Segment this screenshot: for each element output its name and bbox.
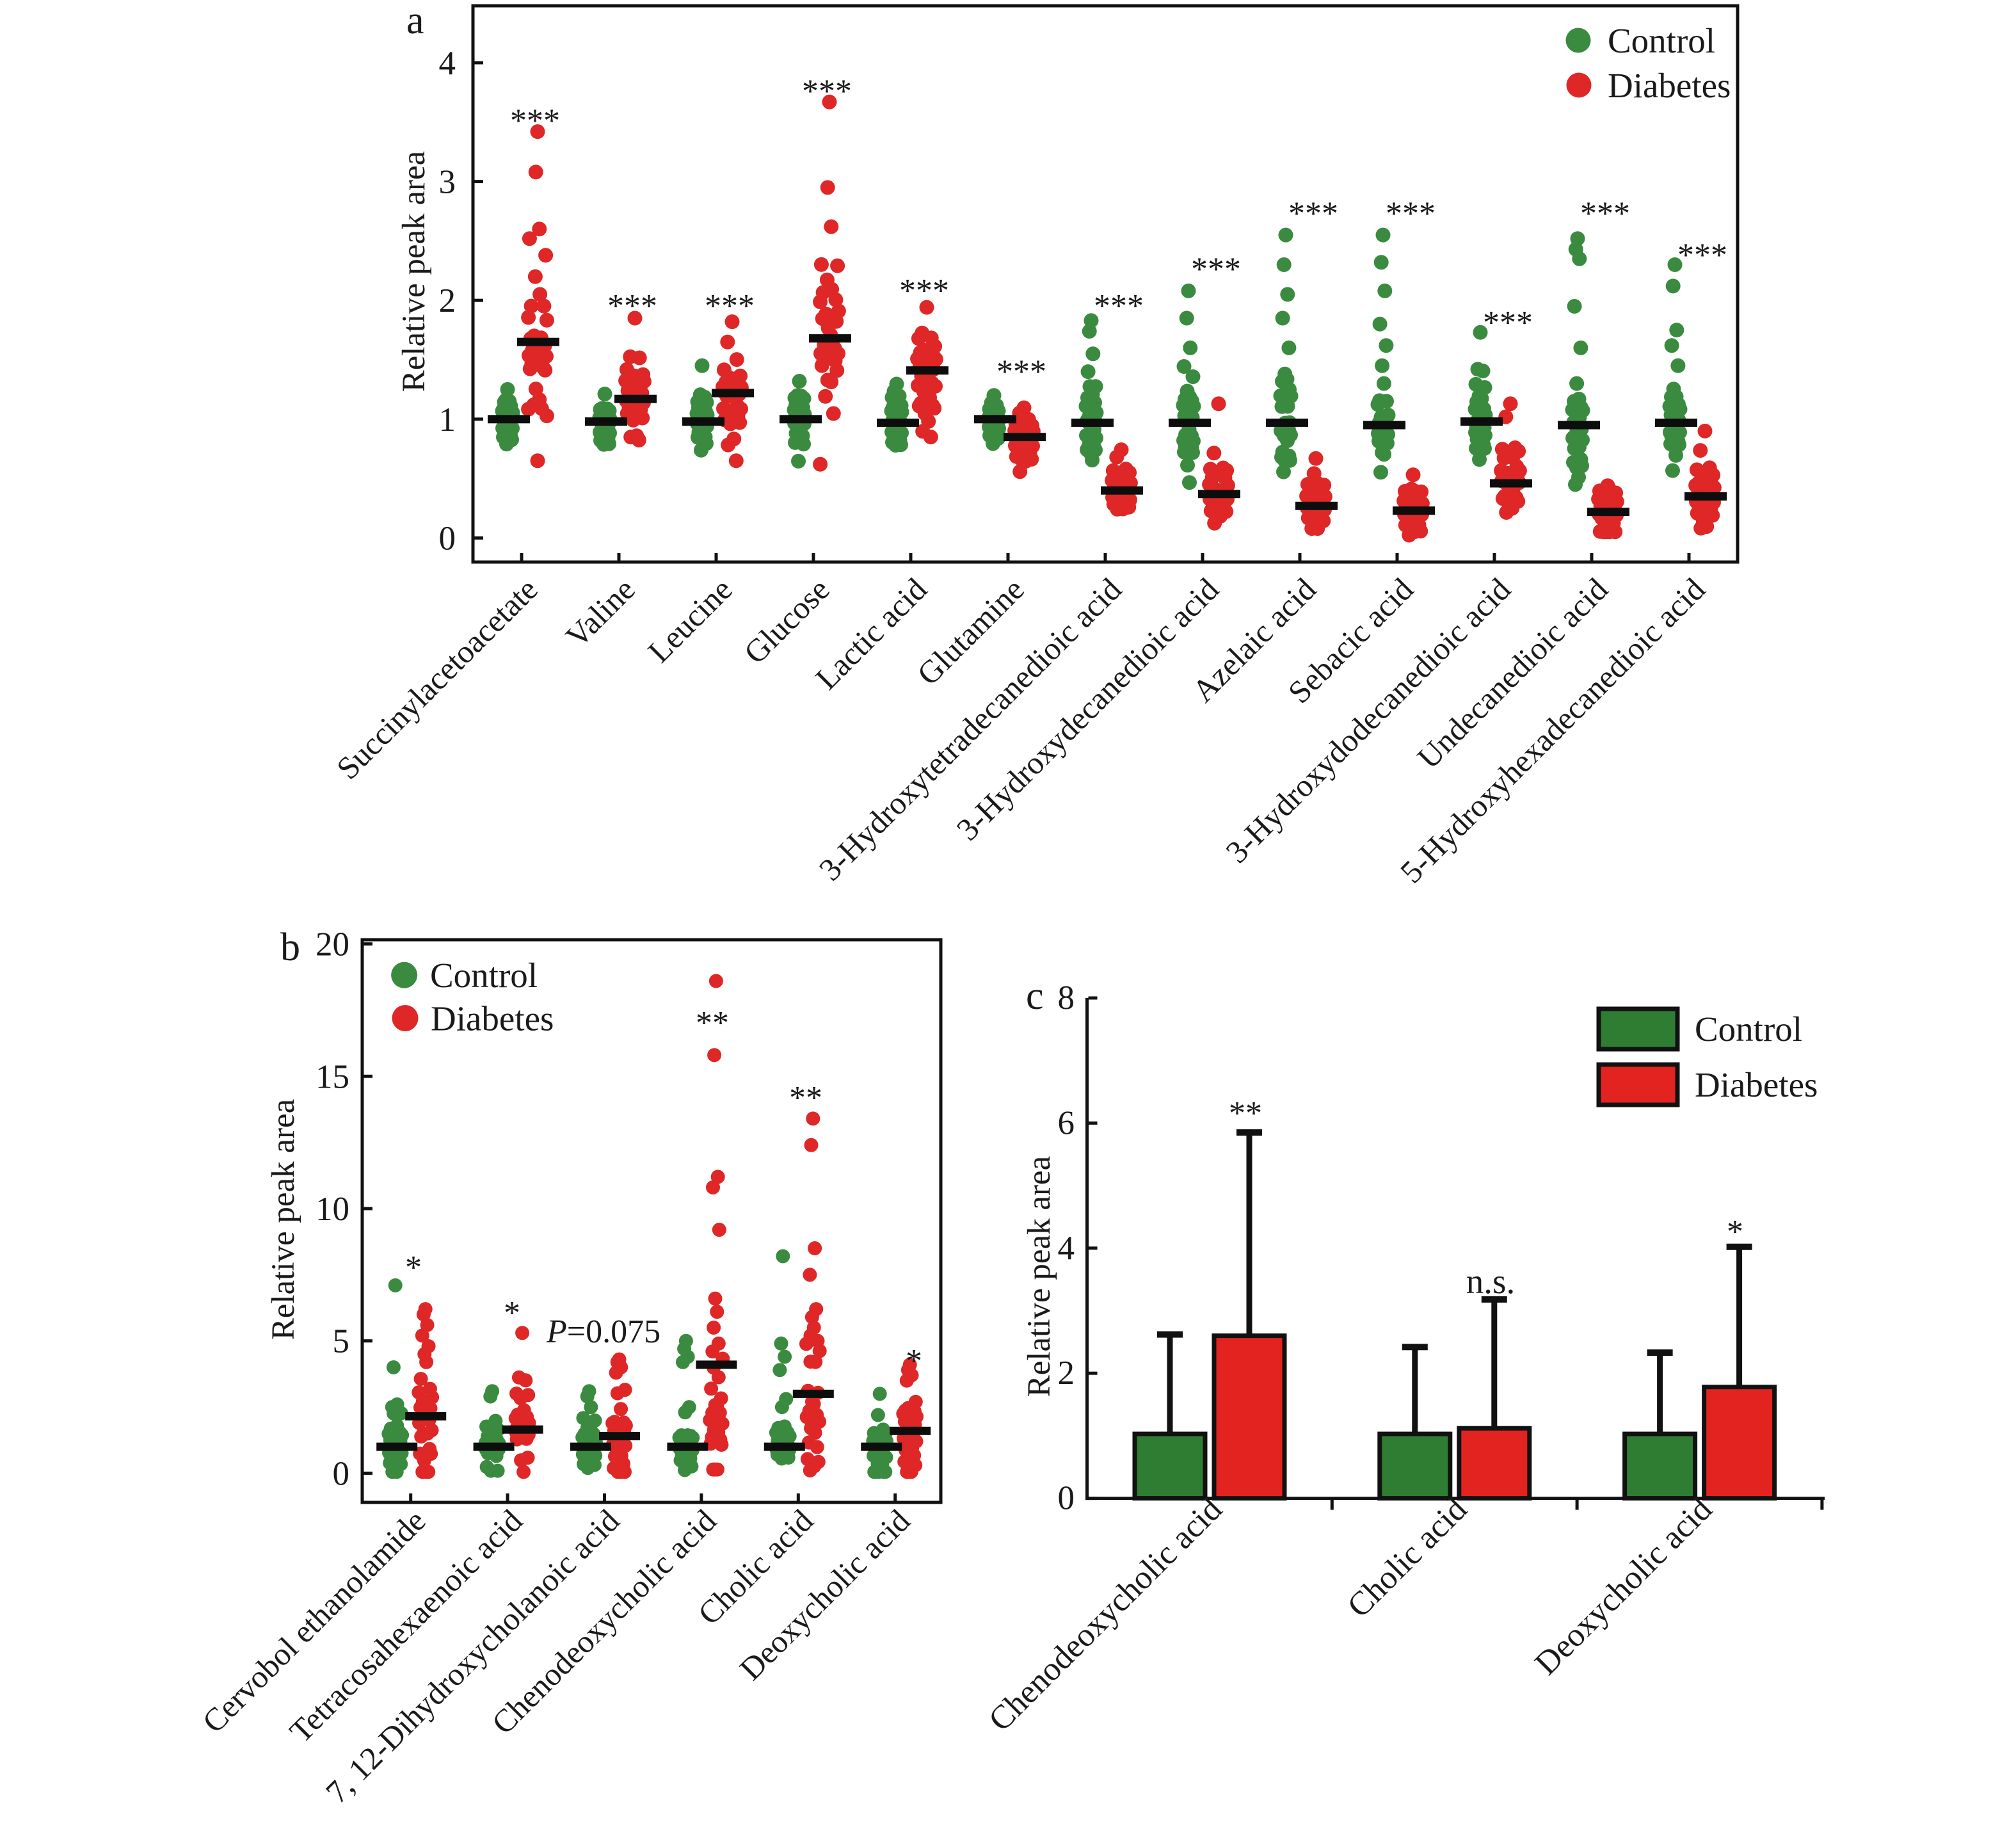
svg-text:20: 20 bbox=[316, 926, 349, 963]
svg-text:***: *** bbox=[996, 353, 1046, 390]
svg-text:*: * bbox=[906, 1343, 922, 1380]
svg-text:**: ** bbox=[1229, 1095, 1262, 1132]
svg-text:***: *** bbox=[802, 73, 852, 109]
svg-text:Control: Control bbox=[1695, 1010, 1802, 1049]
svg-text:3: 3 bbox=[439, 164, 456, 201]
svg-text:c: c bbox=[1026, 974, 1044, 1018]
svg-text:15: 15 bbox=[316, 1058, 349, 1095]
svg-text:Control: Control bbox=[430, 956, 538, 995]
svg-text:10: 10 bbox=[316, 1191, 349, 1228]
svg-text:***: *** bbox=[1386, 195, 1436, 232]
svg-text:8: 8 bbox=[1058, 979, 1075, 1017]
svg-text:6: 6 bbox=[1058, 1104, 1075, 1141]
svg-text:Control: Control bbox=[1608, 21, 1715, 60]
svg-text:1: 1 bbox=[439, 401, 456, 438]
svg-text:***: *** bbox=[510, 103, 560, 140]
svg-text:0: 0 bbox=[1058, 1480, 1075, 1517]
svg-text:***: *** bbox=[1677, 237, 1727, 273]
svg-text:0: 0 bbox=[333, 1455, 350, 1492]
svg-text:***: *** bbox=[1191, 252, 1241, 288]
svg-text:***: *** bbox=[1483, 305, 1533, 341]
svg-text:*: * bbox=[1727, 1214, 1743, 1250]
svg-text:***: *** bbox=[607, 288, 657, 325]
svg-text:5: 5 bbox=[333, 1323, 350, 1360]
svg-text:*: * bbox=[504, 1295, 520, 1331]
svg-text:2: 2 bbox=[439, 282, 456, 319]
svg-text:***: *** bbox=[1580, 195, 1630, 232]
svg-text:Diabetes: Diabetes bbox=[1608, 66, 1731, 105]
svg-text:P=0.075: P=0.075 bbox=[546, 1314, 660, 1350]
svg-text:n.s.: n.s. bbox=[1466, 1262, 1515, 1301]
svg-text:***: *** bbox=[899, 273, 949, 309]
svg-text:Diabetes: Diabetes bbox=[431, 999, 554, 1038]
svg-text:0: 0 bbox=[439, 520, 456, 557]
svg-text:4: 4 bbox=[1058, 1230, 1075, 1267]
svg-text:***: *** bbox=[1094, 288, 1144, 325]
svg-text:***: *** bbox=[1288, 195, 1338, 232]
svg-text:Relative peak area: Relative peak area bbox=[266, 1099, 301, 1340]
svg-text:Diabetes: Diabetes bbox=[1695, 1065, 1818, 1104]
svg-text:4: 4 bbox=[439, 45, 456, 82]
svg-text:a: a bbox=[406, 0, 424, 42]
svg-text:Relative peak area: Relative peak area bbox=[1021, 1156, 1057, 1397]
svg-text:*: * bbox=[405, 1250, 422, 1286]
svg-text:2: 2 bbox=[1058, 1355, 1075, 1392]
svg-text:**: ** bbox=[696, 1005, 729, 1042]
svg-text:**: ** bbox=[789, 1080, 822, 1116]
svg-text:***: *** bbox=[705, 288, 755, 325]
svg-text:b: b bbox=[280, 926, 300, 969]
svg-text:Relative peak area: Relative peak area bbox=[396, 151, 432, 392]
